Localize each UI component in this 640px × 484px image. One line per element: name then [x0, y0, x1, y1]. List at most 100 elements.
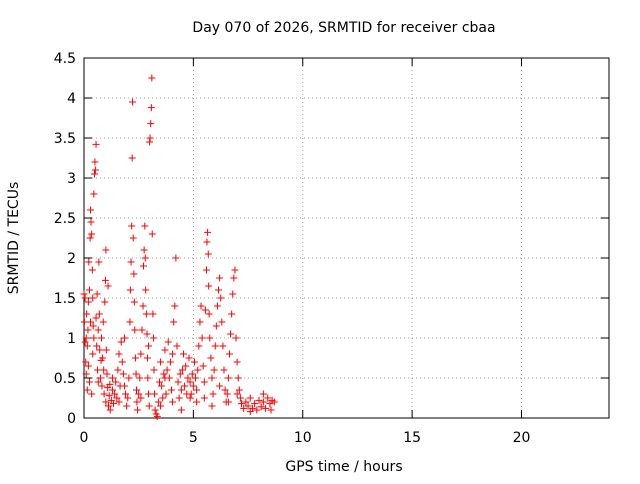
data-point	[197, 302, 205, 310]
data-point	[84, 298, 92, 306]
data-point	[270, 398, 278, 406]
data-point	[125, 374, 133, 382]
data-point	[88, 230, 96, 238]
y-tick-label: 0	[67, 411, 76, 427]
data-point	[233, 358, 241, 366]
data-point	[218, 318, 226, 326]
data-point	[142, 310, 150, 318]
data-point	[193, 398, 201, 406]
data-point	[92, 140, 100, 148]
data-point	[115, 398, 123, 406]
data-point	[146, 134, 154, 142]
data-point	[217, 294, 225, 302]
data-point	[129, 98, 137, 106]
data-point	[157, 358, 165, 366]
data-point	[186, 394, 194, 402]
data-point	[105, 392, 113, 400]
data-point	[153, 412, 161, 420]
data-point	[200, 394, 208, 402]
data-point	[96, 346, 104, 354]
data-point	[134, 406, 142, 414]
data-point	[95, 310, 103, 318]
data-point	[209, 390, 217, 398]
data-point	[101, 298, 109, 306]
data-point	[203, 266, 210, 274]
data-point	[184, 374, 192, 382]
data-point	[171, 302, 179, 310]
chart-title: Day 070 of 2026, SRMTID for receiver cba…	[192, 20, 495, 36]
data-point	[91, 170, 98, 178]
data-point	[92, 314, 100, 322]
data-point	[138, 326, 146, 334]
data-point	[89, 294, 97, 302]
data-point	[190, 358, 198, 366]
data-point	[127, 258, 135, 266]
data-point	[204, 228, 212, 236]
data-point	[102, 398, 110, 406]
data-point	[232, 334, 240, 342]
data-point	[187, 390, 195, 398]
data-point	[88, 390, 96, 398]
data-point	[133, 386, 140, 394]
data-point	[201, 306, 209, 314]
data-point	[219, 342, 227, 350]
data-point	[93, 290, 101, 298]
data-point	[244, 402, 252, 410]
data-point	[94, 378, 102, 386]
y-tick-label: 3.5	[54, 131, 76, 147]
data-point	[147, 120, 155, 128]
data-point	[164, 338, 172, 346]
data-point	[220, 366, 228, 374]
data-point	[207, 354, 215, 362]
data-point	[176, 370, 184, 378]
data-point	[203, 238, 211, 246]
data-point	[236, 394, 244, 402]
data-point	[185, 354, 193, 362]
y-tick-label: 4.5	[54, 51, 76, 67]
data-point	[161, 346, 169, 354]
data-point	[159, 394, 167, 402]
data-point	[124, 394, 132, 402]
data-point	[114, 366, 122, 374]
data-point	[162, 390, 170, 398]
data-point	[145, 390, 153, 398]
data-point	[228, 310, 236, 318]
data-point	[173, 342, 181, 350]
data-point	[133, 398, 141, 406]
data-point	[80, 290, 88, 298]
data-point	[224, 398, 232, 406]
data-point	[135, 390, 143, 398]
data-point	[81, 294, 89, 302]
data-point	[126, 286, 134, 294]
y-tick-label: 3	[67, 171, 76, 187]
data-point	[229, 290, 237, 298]
data-point	[112, 378, 120, 386]
data-point	[99, 318, 107, 326]
data-point	[117, 338, 125, 346]
data-point	[208, 374, 216, 382]
data-point	[90, 190, 98, 198]
data-point	[205, 310, 213, 318]
data-point	[84, 326, 92, 334]
data-point	[246, 408, 254, 416]
data-point	[161, 374, 169, 382]
data-point	[80, 318, 88, 326]
data-point	[172, 254, 180, 262]
data-point	[192, 374, 200, 382]
data-point	[166, 358, 174, 366]
data-point	[118, 358, 126, 366]
data-point	[108, 374, 116, 382]
data-point	[88, 266, 96, 274]
data-point	[94, 366, 102, 374]
data-point	[174, 378, 182, 386]
data-point	[206, 334, 214, 342]
data-point	[83, 386, 91, 394]
data-point	[150, 366, 158, 374]
data-point	[240, 404, 248, 412]
data-point	[224, 374, 232, 382]
data-point	[110, 400, 118, 408]
data-point	[82, 358, 90, 366]
y-tick-label: 4	[67, 91, 76, 107]
